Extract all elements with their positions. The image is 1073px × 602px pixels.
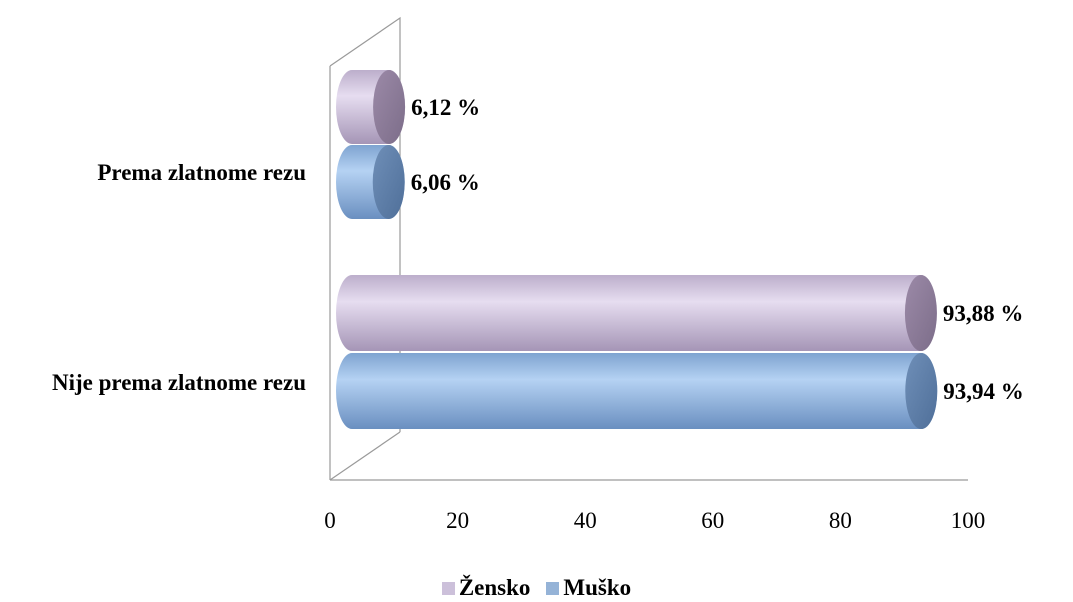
bar-cap-zensko-prema-zlatnome-rezu — [373, 70, 406, 144]
legend-item-musko: Muško — [546, 575, 631, 601]
legend-label-musko: Muško — [563, 575, 632, 600]
category-labels-group: Prema zlatnome rezu Nije prema zlatnome r… — [52, 160, 306, 395]
x-tick-80: 80 — [829, 508, 852, 533]
bar-cap-musko-nije-prema-zlatnome-rezu — [905, 353, 938, 429]
x-tick-100: 100 — [951, 508, 986, 533]
x-tick-60: 60 — [701, 508, 724, 533]
bar-cap-zensko-nije-prema-zlatnome-rezu — [904, 275, 937, 351]
data-labels-group: 6,12 % 6,06 % 93,88 % 93,94 % — [411, 95, 1024, 404]
legend-label-zensko: Žensko — [458, 575, 531, 600]
data-label-zensko-prema-zlatnome-rezu: 6,12 % — [411, 95, 480, 120]
category-label-prema-zlatnome-rezu: Prema zlatnome rezu — [97, 160, 306, 185]
data-label-zensko-nije-prema-zlatnome-rezu: 93,88 % — [943, 301, 1024, 326]
bar-zensko-nije-prema-zlatnome-rezu — [336, 275, 937, 351]
data-label-musko-prema-zlatnome-rezu: 6,06 % — [411, 170, 480, 195]
data-label-musko-nije-prema-zlatnome-rezu: 93,94 % — [943, 379, 1024, 404]
legend: Žensko Muško — [0, 575, 1073, 601]
x-axis-ticks-group: 0 20 40 60 80 100 — [324, 508, 985, 533]
legend-swatch-musko — [546, 581, 560, 595]
legend-swatch-zensko — [441, 581, 455, 595]
bars-group — [336, 70, 938, 429]
x-tick-20: 20 — [446, 508, 469, 533]
x-tick-40: 40 — [574, 508, 597, 533]
category-label-nije-prema-zlatnome-rezu: Nije prema zlatnome rezu — [52, 370, 306, 395]
bar-musko-nije-prema-zlatnome-rezu — [336, 353, 938, 429]
bar-cap-musko-prema-zlatnome-rezu — [372, 145, 405, 219]
x-tick-0: 0 — [324, 508, 336, 533]
legend-item-zensko: Žensko — [441, 575, 531, 601]
